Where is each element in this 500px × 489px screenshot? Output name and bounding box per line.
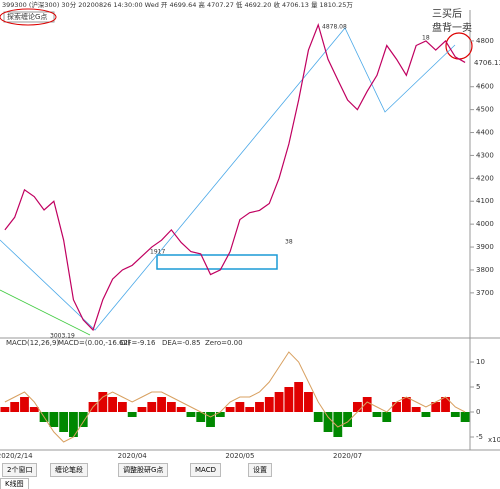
y-tick-label: 0 [476,408,480,416]
macd-bar [49,412,59,427]
macd-bar [274,392,284,412]
toolbar-button[interactable]: 设置 [248,463,272,477]
macd-bar [421,412,431,417]
stroke-line [0,27,456,331]
macd-bar [59,412,69,432]
annotation: 三买后 [432,8,462,20]
y-tick-label: 4600 [476,83,494,91]
annotation: 38 [285,239,293,246]
macd-title: MACD(12,26,9) [6,339,59,347]
macd-bar [0,407,10,412]
macd-bar [117,402,127,412]
macd-bar [411,407,421,412]
macd-bar [69,412,78,437]
annotation: 3003.19 [50,333,75,340]
macd-bar [441,397,450,412]
macd-bar [343,412,353,427]
y-tick-label: 4200 [476,174,494,182]
y-tick-label: 10 [476,358,485,366]
y-tick-label: 3900 [476,243,494,251]
toolbar-button[interactable]: 调整股研G点 [118,463,169,477]
macd-bar [450,412,460,417]
y-tick-label: 3800 [476,266,494,274]
macd-bar [78,412,88,427]
trend-line [0,289,91,336]
macd-bar [20,397,29,412]
macd-bar [401,397,411,412]
macd-bar [108,397,118,412]
macd-bar [166,402,176,412]
x-tick-label: 2020/07 [333,452,362,460]
scale-note: x10 [488,436,500,444]
y-tick-label: 4800 [476,37,494,45]
g-button-box[interactable] [3,11,55,23]
legend-entry: Zero=0.00 [205,339,243,347]
annotation: 盘背一卖 [432,21,472,34]
legend-entry: DEA=-0.85 [162,339,201,347]
macd-bar [431,402,441,412]
y-tick-label: 4500 [476,106,494,114]
circle-annotation [0,8,57,26]
legend-entry: MACD=(0.00,-16.62) [58,339,131,347]
y-tick-label: 3700 [476,289,494,297]
annotation: 18 [422,35,430,42]
macd-bar [225,407,235,412]
macd-bar [206,412,215,427]
legend-entry: DIF=-9.16 [120,339,156,347]
header-info: 399300 (沪深300) 30分 20200826 14:30:00 Wed… [2,0,353,9]
y-tick-label: 5 [476,383,480,391]
macd-bar [29,407,39,412]
box-annotation [156,254,278,270]
circle-annotation [445,32,473,60]
x-tick-label: 2020/05 [225,452,254,460]
macd-bar [284,387,294,412]
macd-bar [196,412,206,422]
macd-bar [323,412,333,432]
x-tick-label: 2020/2/14 [0,452,33,460]
price-line [4,23,466,332]
y-tick-label: 4300 [476,151,494,159]
macd-bar [98,392,108,412]
dif-line [4,351,466,443]
macd-bar [294,382,304,412]
y-tick-label: 4400 [476,129,494,137]
macd-bar [372,412,382,417]
macd-bar [235,402,245,412]
macd-bar [10,402,20,412]
macd-bar [157,397,166,412]
macd-bar [382,412,392,422]
x-tick-label: 2020/04 [118,452,148,460]
macd-bar [215,412,225,417]
macd-bar [255,402,264,412]
y-tick-label: 4100 [476,197,494,205]
macd-bar [313,412,323,422]
macd-bar [333,412,343,437]
macd-bar [147,402,157,412]
macd-bar [352,402,362,412]
annotation: 4878.08 [322,24,347,31]
tab[interactable]: K线图 [0,478,29,489]
toolbar-button[interactable]: 2个窗口 [2,463,38,477]
macd-bar [304,392,313,412]
macd-bar [362,397,372,412]
y-tick-label: 4000 [476,220,494,228]
g-button[interactable]: 探索缠论G点 [7,12,47,21]
macd-bar [176,407,186,412]
toolbar-button[interactable]: 缠论笔段 [50,463,88,477]
macd-bar [460,412,470,422]
macd-bar [392,402,401,412]
annotation: 1917 [150,249,165,256]
last-price-label: 4706.13 [474,59,500,67]
macd-bar [245,407,255,412]
toolbar-button[interactable]: MACD [190,463,221,477]
y-tick-label: -5 [476,433,483,441]
macd-bar [264,397,274,412]
macd-bar [127,412,137,417]
macd-bar [186,412,196,417]
macd-bar [137,407,147,412]
